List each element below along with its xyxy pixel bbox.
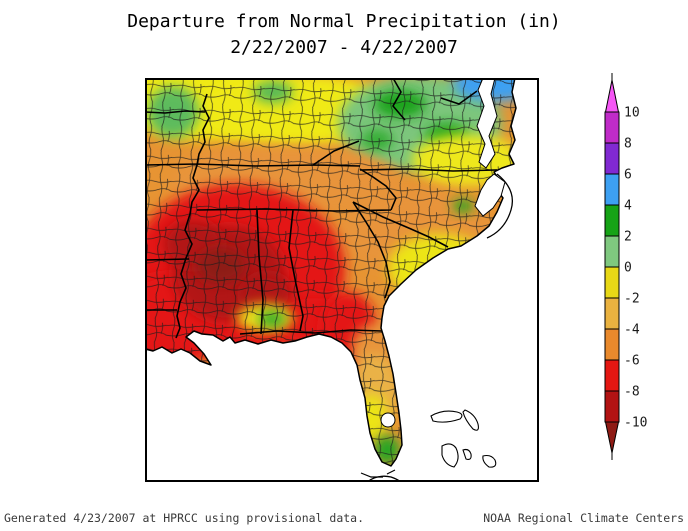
scale-label: 6	[624, 168, 632, 183]
scale-label: -2	[624, 292, 640, 307]
scale-label: 0	[624, 261, 632, 276]
map-border	[145, 78, 539, 482]
scale-label: -8	[624, 385, 640, 400]
scale-segments	[604, 111, 620, 423]
scale-label: -4	[624, 323, 640, 338]
lake-okeechobee	[380, 412, 396, 428]
water-features	[380, 78, 506, 428]
scale-label: -10	[624, 416, 647, 431]
chart-title: Departure from Normal Precipitation (in)	[127, 11, 561, 32]
chesapeake-bay	[476, 78, 498, 169]
generated-note: Generated 4/23/2007 at HPRCC using provi…	[4, 511, 365, 525]
scale-label: 10	[624, 106, 640, 121]
scale-label: 8	[624, 137, 632, 152]
color-scale: 10 8 6 4 2 0 -2 -4 -6 -8 -10	[604, 73, 647, 460]
state-borders	[145, 78, 498, 339]
scale-label: 4	[624, 199, 632, 214]
chart-subtitle: 2/22/2007 - 4/22/2007	[230, 37, 458, 58]
pamlico-sound	[474, 173, 506, 217]
offshore-features	[360, 173, 514, 482]
scale-label: -6	[624, 354, 640, 369]
outer-banks	[486, 173, 514, 239]
scale-arrow-down	[604, 421, 620, 454]
precipitation-map	[145, 78, 539, 482]
source-credit: NOAA Regional Climate Centers	[483, 511, 684, 525]
scale-arrow-up	[604, 79, 620, 113]
scale-tick-labels: 10 8 6 4 2 0 -2 -4 -6 -8 -10	[624, 106, 647, 431]
scale-label: 2	[624, 230, 632, 245]
bahamas-islands	[430, 409, 497, 468]
